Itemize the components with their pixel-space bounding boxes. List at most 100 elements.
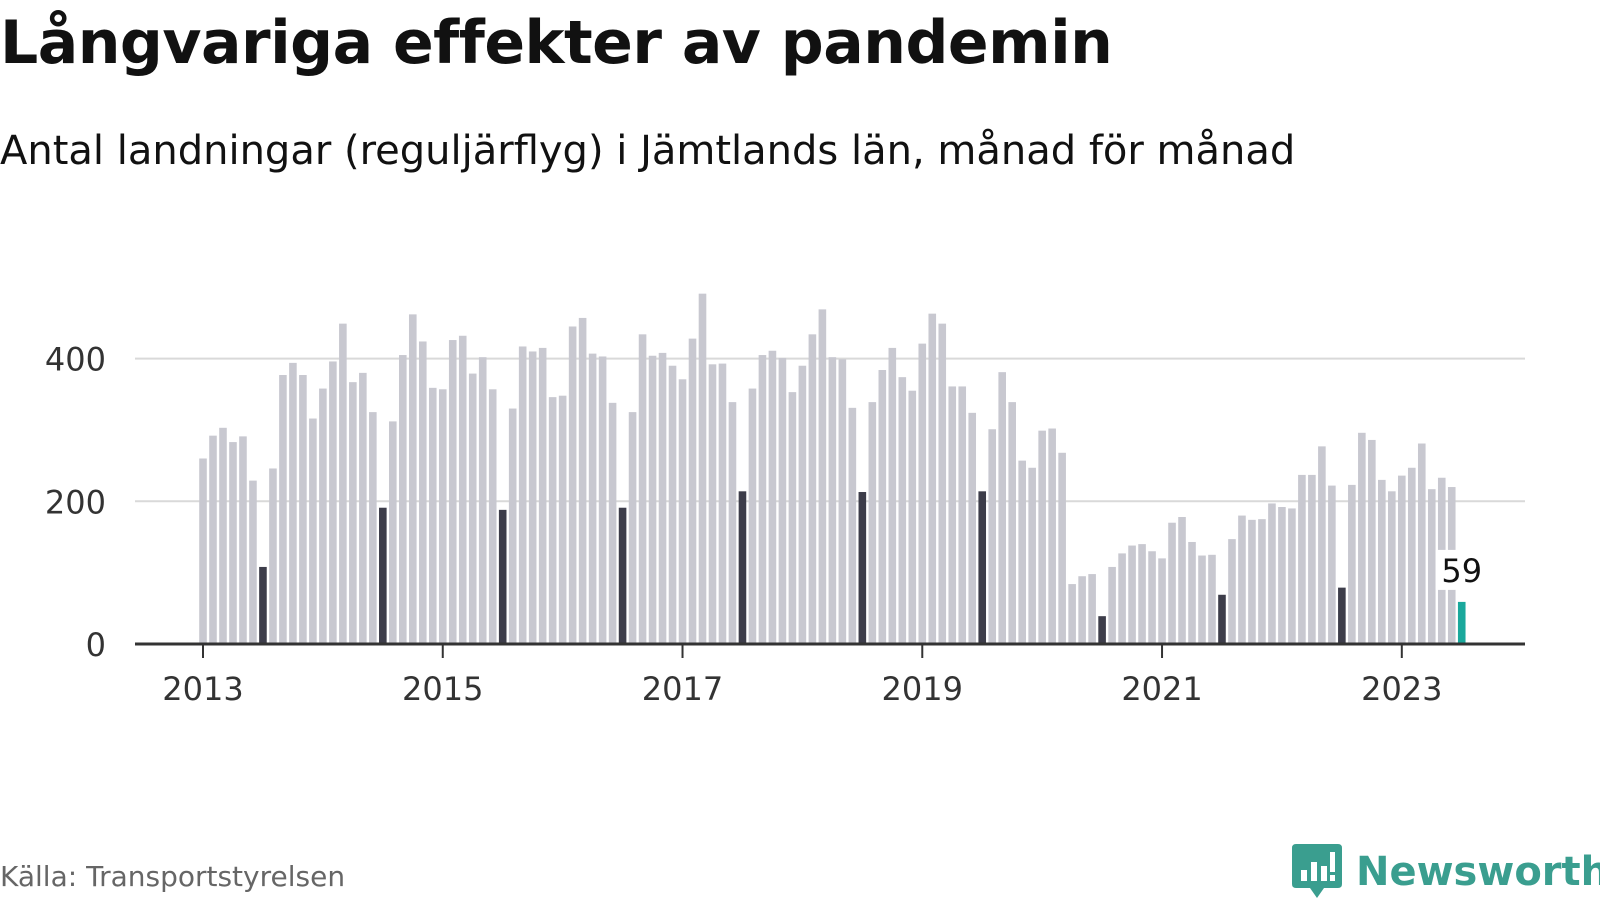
bar (938, 323, 947, 644)
x-tick-label: 2013 (162, 670, 243, 708)
bar (1148, 551, 1156, 645)
bars (199, 293, 1466, 645)
bar (379, 507, 387, 644)
bar (1298, 474, 1306, 644)
chart-subtitle: Antal landningar (reguljärflyg) i Jämtla… (0, 128, 1296, 174)
bar (428, 387, 437, 644)
bar (758, 355, 767, 644)
bar (1427, 489, 1436, 644)
bar (988, 429, 997, 644)
bar (1188, 541, 1196, 644)
bar (1088, 574, 1096, 644)
bar (858, 492, 867, 644)
bar (279, 375, 287, 644)
bar (848, 407, 857, 644)
bar (1178, 517, 1186, 644)
bar (668, 365, 677, 644)
y-tick-label: 200 (45, 483, 106, 521)
bar (688, 338, 697, 644)
newsworthy-logo-icon (1292, 844, 1342, 898)
bar (438, 389, 447, 644)
bar (838, 359, 847, 644)
bar (1108, 566, 1116, 644)
bar (968, 412, 977, 644)
bar (478, 357, 487, 644)
bar (658, 352, 667, 644)
bar (1198, 555, 1206, 644)
bar (399, 355, 407, 644)
bar (1308, 474, 1316, 644)
y-tick-label: 0 (86, 626, 106, 664)
bar (1368, 439, 1376, 644)
source-note: Källa: Transportstyrelsen (0, 860, 346, 893)
chart-title: Långvariga effekter av pandemin (0, 8, 1113, 78)
bar (528, 351, 537, 644)
bar (1268, 503, 1276, 644)
bar (1338, 587, 1346, 644)
bar (1168, 522, 1176, 645)
bar (598, 356, 607, 644)
bar (1238, 515, 1246, 644)
bar (1407, 467, 1416, 644)
bar (648, 355, 657, 644)
bar (718, 363, 727, 644)
bar (548, 397, 557, 644)
brand-logo[interactable]: Newsworthy (1292, 842, 1600, 902)
x-tick-label: 2019 (882, 670, 963, 708)
bar (259, 566, 267, 644)
bar (1278, 507, 1286, 644)
bar (878, 370, 887, 644)
bar (418, 341, 427, 644)
bar (738, 491, 747, 644)
bar (1098, 616, 1106, 644)
bar (1417, 443, 1426, 644)
bar (329, 361, 337, 644)
bar (1348, 484, 1356, 644)
bar (229, 442, 237, 644)
bar (488, 389, 497, 644)
bar (448, 340, 457, 644)
bar (698, 293, 707, 644)
bar (209, 435, 217, 644)
bar (1048, 428, 1056, 644)
bar (708, 364, 717, 644)
bar (269, 468, 277, 644)
bar (1228, 539, 1236, 644)
bar (778, 357, 787, 644)
bar (289, 362, 297, 644)
bar (828, 357, 837, 644)
brand-name: Newsworthy (1356, 849, 1600, 895)
bar (408, 314, 417, 644)
y-tick-label: 400 (45, 341, 106, 379)
bar (518, 346, 527, 644)
bar (1208, 554, 1216, 644)
bar (1068, 584, 1076, 644)
bar (339, 323, 347, 644)
labels: 0 200 400 2013 2015 2017 2019 2021 2023 59 (45, 341, 1488, 708)
bar (638, 334, 647, 644)
bar (299, 375, 307, 644)
bar (538, 347, 547, 644)
axes (135, 642, 1525, 658)
bar (578, 317, 587, 644)
bar (1258, 519, 1266, 644)
bar (898, 377, 907, 644)
bar (1038, 430, 1046, 644)
bar (219, 427, 227, 644)
bar (1248, 519, 1256, 644)
bar (389, 421, 397, 644)
x-tick-label: 2015 (402, 670, 483, 708)
bar (918, 343, 927, 644)
bar (978, 491, 987, 644)
bar (1158, 558, 1166, 644)
bar (458, 335, 467, 644)
bar (1218, 594, 1226, 644)
bar (588, 353, 597, 644)
bar (1457, 601, 1466, 644)
bar (309, 418, 317, 644)
bar (1378, 479, 1386, 644)
bar (1128, 545, 1136, 644)
bar (359, 372, 367, 644)
bar (1398, 475, 1406, 644)
